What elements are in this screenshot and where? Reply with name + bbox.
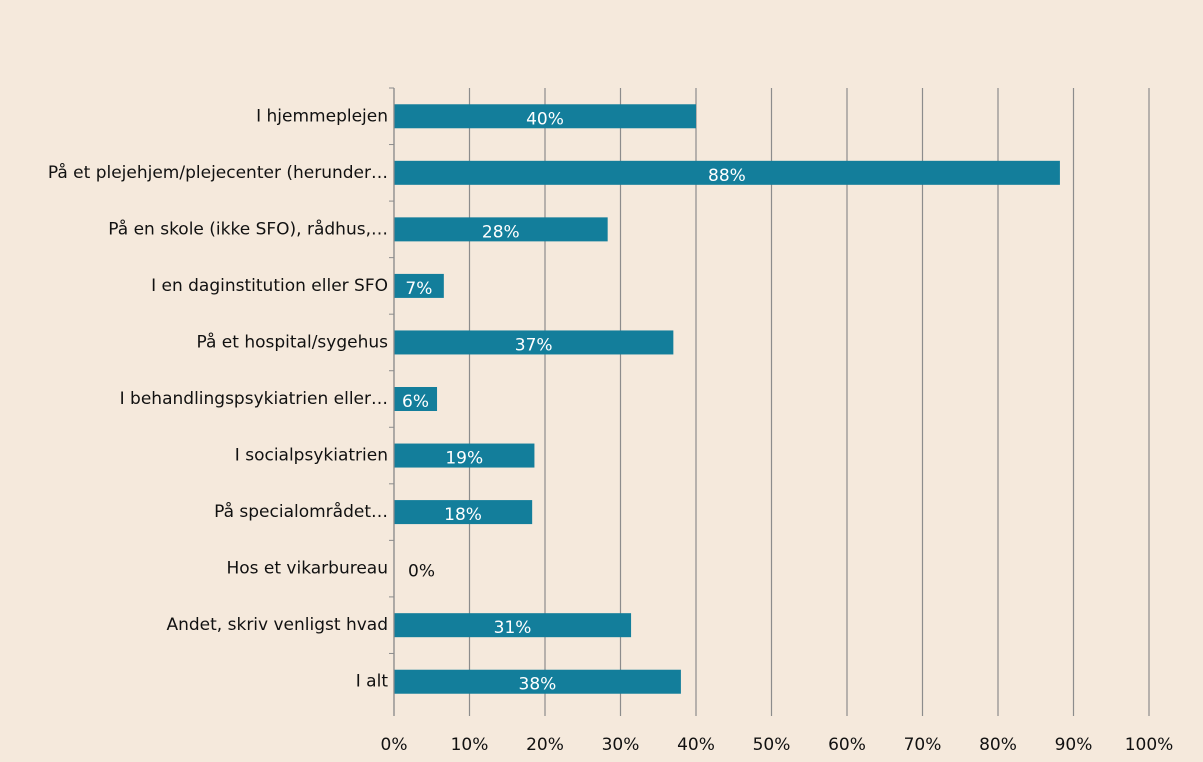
data-label: 7% [405,279,432,299]
y-tick-label: På en skole (ikke SFO), rådhus,… [108,218,388,239]
data-label: 28% [482,222,520,242]
bar [394,500,533,525]
x-tick-label: 80% [979,735,1017,755]
y-tick-label: I en daginstitution eller SFO [151,276,388,296]
data-label: 37% [515,335,553,355]
x-tick-label: 10% [451,735,489,755]
bar [394,273,444,298]
y-tick-label: På et plejehjem/plejecenter (herunder… [48,162,388,183]
data-label: 40% [526,109,564,129]
y-tick-label: I behandlingspsykiatrien eller… [120,389,388,409]
data-label: 19% [445,449,483,469]
bar [394,387,438,411]
data-label: 31% [494,618,532,638]
bar [394,330,674,355]
x-tick-label: 40% [677,735,715,755]
x-tick-label: 70% [904,735,942,755]
y-tick-label: På specialområdet… [214,501,388,522]
data-label: 38% [519,675,557,695]
x-tick-label: 60% [828,735,866,755]
x-tick-label: 50% [753,735,791,755]
x-tick-label: 30% [602,735,640,755]
data-label: 88% [708,166,746,186]
data-label: 18% [444,505,482,525]
y-tick-label: I hjemmeplejen [256,106,388,126]
y-tick-label: Andet, skriv venligst hvad [166,615,388,635]
bar [394,669,681,694]
x-tick-label: 100% [1125,735,1174,755]
bar [394,160,1060,185]
x-tick-label: 20% [526,735,564,755]
data-label: 6% [402,392,429,412]
y-tick-label: I alt [356,672,389,692]
bar [394,104,696,129]
y-tick-label: Hos et vikarbureau [226,559,388,579]
y-tick-label: På et hospital/sygehus [197,331,389,352]
bar [394,217,608,242]
x-tick-label: 90% [1055,735,1093,755]
bar [394,613,632,638]
x-tick-label: 0% [381,735,408,755]
y-tick-label: I socialpsykiatrien [235,446,388,466]
data-label: 0% [408,562,435,582]
bar [394,443,535,468]
